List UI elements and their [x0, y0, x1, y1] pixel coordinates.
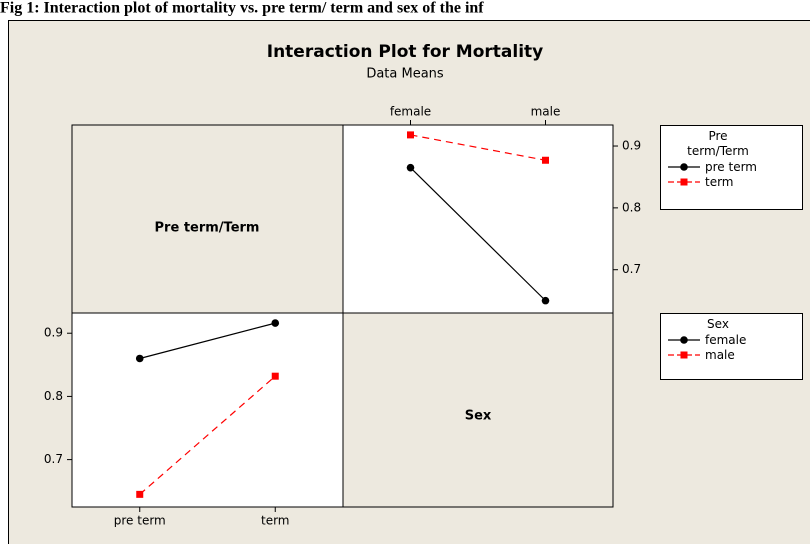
- series-line: [139, 375, 276, 495]
- marker: [542, 156, 549, 164]
- y-tick-label: 0.9: [44, 326, 63, 340]
- series-line: [410, 134, 546, 161]
- y-tick-label: 0.7: [44, 452, 63, 466]
- y-tick-label: 0.7: [622, 262, 641, 276]
- diagonal-label: Pre term/Term: [155, 221, 260, 236]
- y-tick-label: 0.8: [44, 389, 63, 403]
- marker: [680, 335, 688, 344]
- panel: [342, 124, 614, 314]
- legend-swatch: [668, 351, 700, 358]
- marker: [680, 178, 688, 185]
- marker: [406, 163, 415, 172]
- legend-swatch: [668, 162, 700, 171]
- legend-entry: male: [666, 347, 802, 362]
- panel: [71, 312, 344, 508]
- legend-entry: pre term: [666, 159, 802, 174]
- chart-title: Interaction Plot for Mortality: [267, 42, 544, 62]
- legend-label: female: [705, 332, 747, 347]
- marker: [541, 296, 550, 305]
- x-tick-label: male: [531, 105, 561, 119]
- chart-subtitle: Data Means: [366, 67, 444, 82]
- marker: [271, 372, 279, 380]
- x-tick-label: pre term: [114, 514, 166, 528]
- legend-swatch: [668, 178, 700, 185]
- legend: Pre term/Term pre term term: [660, 125, 803, 210]
- legend-title: Pre term/Term: [687, 129, 749, 158]
- legend-label: pre term: [705, 159, 757, 174]
- legend-entry: female: [666, 332, 802, 347]
- y-tick-label: 0.8: [622, 200, 641, 214]
- legend-title: Sex: [707, 317, 729, 331]
- series-line: [410, 167, 546, 302]
- legend-label: term: [705, 174, 734, 189]
- series-line: [139, 322, 276, 360]
- marker: [680, 162, 688, 171]
- legend-label: male: [705, 347, 735, 362]
- diagonal-label: Sex: [465, 409, 492, 424]
- marker: [271, 319, 280, 327]
- marker: [136, 490, 144, 498]
- x-tick-label: female: [390, 105, 431, 119]
- legend-entry: term: [666, 174, 802, 189]
- figure-caption: Fig 1: Interaction plot of mortality vs.…: [0, 0, 484, 17]
- marker: [407, 131, 414, 139]
- y-tick-label: 0.9: [622, 139, 641, 153]
- x-tick-label: term: [261, 514, 290, 528]
- legend-swatch: [668, 335, 700, 344]
- marker: [135, 354, 144, 363]
- marker: [680, 351, 688, 358]
- legend: Sex female male: [660, 313, 803, 380]
